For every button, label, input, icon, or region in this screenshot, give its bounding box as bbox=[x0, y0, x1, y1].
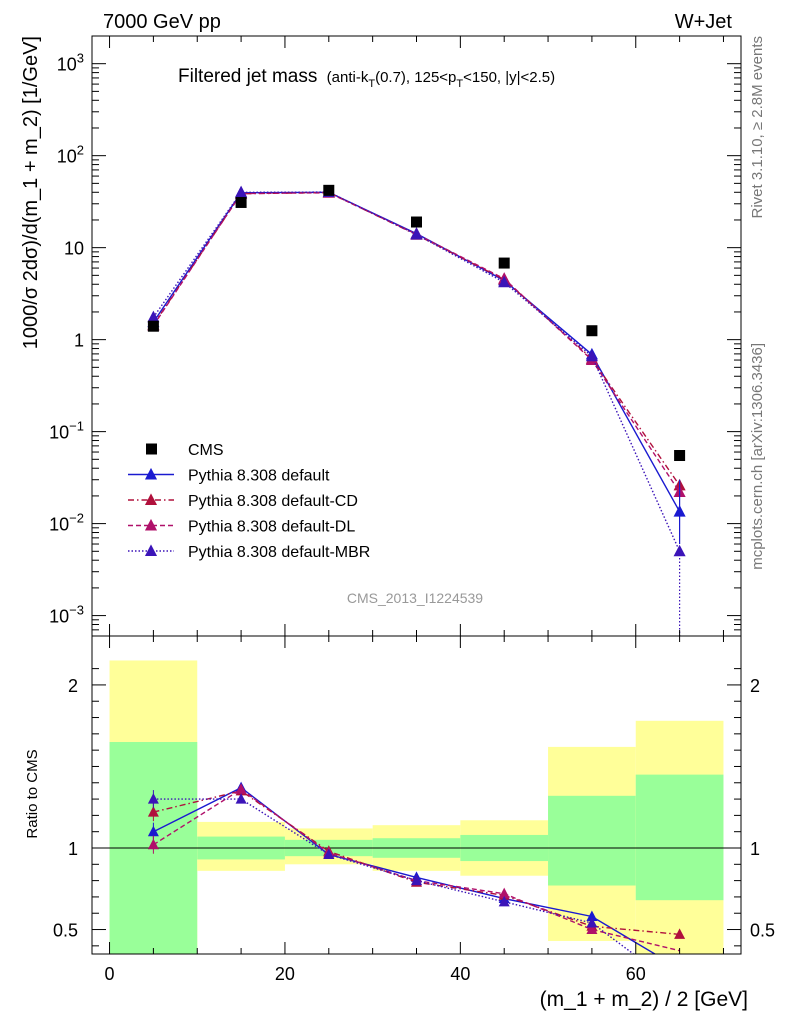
ratio-series-3-point-3 bbox=[411, 874, 422, 886]
y-tick-label-1000: 103 bbox=[57, 51, 84, 75]
x-tick-label-40: 40 bbox=[450, 964, 470, 984]
main-plot-content bbox=[147, 184, 686, 636]
band-green-6 bbox=[635, 774, 724, 901]
ratio-plot-content bbox=[147, 781, 686, 954]
y-tick-label-10: 10 bbox=[64, 239, 84, 259]
ratio-tick-label-left-1: 1 bbox=[68, 839, 78, 859]
legend-marker-cms bbox=[146, 443, 157, 455]
y-tick-base: 10 bbox=[49, 423, 69, 443]
rivet-version-label: Rivet 3.1.10, ≥ 2.8M events bbox=[749, 36, 766, 219]
y-tick-label-0.01: 10−2 bbox=[49, 511, 84, 535]
title-cut-sub-1: T bbox=[368, 78, 375, 90]
y-tick-exponent: 2 bbox=[77, 143, 84, 158]
legend-marker-1 bbox=[144, 493, 158, 505]
y-tick-label-1: 1 bbox=[74, 331, 84, 351]
data-point-2 bbox=[323, 184, 335, 196]
data-point-5 bbox=[586, 325, 598, 337]
analysis-label: CMS_2013_I1224539 bbox=[347, 590, 483, 606]
legend-label-0: Pythia 8.308 default bbox=[188, 468, 330, 485]
x-axis-label: (m_1 + m_2) / 2 [GeV] bbox=[540, 988, 748, 1011]
ratio-x-ticks: 0 20 40 60 bbox=[105, 636, 724, 984]
y-tick-label-100: 102 bbox=[57, 143, 84, 167]
ratio-y-axis-label: Ratio to CMS bbox=[24, 749, 41, 838]
process-label: W+Jet bbox=[675, 11, 733, 33]
legend: CMS Pythia 8.308 default Pythia 8.308 defa… bbox=[128, 442, 370, 561]
y-tick-exponent: −2 bbox=[69, 511, 84, 526]
series-3-point-0 bbox=[147, 310, 160, 323]
series-line-0 bbox=[152, 191, 681, 512]
plot-title: Filtered jet mass (anti-kT(0.7), 125<pT<… bbox=[178, 66, 555, 90]
ratio-tick-label-left-2: 2 bbox=[68, 676, 78, 696]
collision-label: 7000 GeV pp bbox=[103, 11, 221, 33]
x-tick-label-60: 60 bbox=[626, 964, 646, 984]
legend-label-cms: CMS bbox=[188, 442, 224, 459]
ratio-tick-label-right-0.5: 0.5 bbox=[750, 921, 775, 941]
ratio-series-3-point-2 bbox=[323, 848, 335, 860]
series-3-point-4 bbox=[498, 275, 511, 288]
ratio-series-2-point-1 bbox=[235, 783, 247, 794]
x-tick-label-20: 20 bbox=[275, 964, 295, 984]
series-3-point-5 bbox=[585, 349, 598, 362]
legend-label-2: Pythia 8.308 default-DL bbox=[188, 519, 355, 536]
ratio-series-1-point-6 bbox=[674, 928, 686, 939]
ratio-tick-label-right-2: 2 bbox=[750, 676, 760, 696]
data-point-3 bbox=[411, 216, 422, 228]
ratio-tick-label-right-1: 1 bbox=[750, 839, 760, 859]
y-tick-base: 10 bbox=[49, 607, 69, 627]
data-point-0 bbox=[147, 320, 159, 332]
series-3-point-6 bbox=[673, 544, 686, 557]
legend-marker-2 bbox=[144, 518, 158, 531]
mcplots-label: mcplots.cern.ch [arXiv:1306.3436] bbox=[749, 343, 766, 570]
y-tick-exponent: −1 bbox=[69, 419, 84, 434]
y-tick-base: 10 bbox=[57, 147, 77, 167]
title-cut-1: (anti-k bbox=[327, 69, 369, 86]
title-cut-3: <150, |y|<2.5) bbox=[463, 69, 555, 86]
legend-marker-0 bbox=[144, 467, 158, 480]
title-cut-2: (0.7), 125<p bbox=[375, 69, 456, 86]
ratio-series-2-point-5 bbox=[586, 923, 598, 935]
y-tick-base: 10 bbox=[57, 55, 77, 75]
band-green-5 bbox=[548, 795, 636, 886]
title-main: Filtered jet mass bbox=[178, 66, 317, 87]
ratio-tick-label-left-0.5: 0.5 bbox=[53, 921, 78, 941]
ratio-series-0-point-5 bbox=[586, 910, 598, 921]
ratio-series-3-point-1 bbox=[235, 793, 247, 804]
y-tick-label-0.001: 10−3 bbox=[49, 603, 84, 627]
series-3-point-3 bbox=[410, 227, 423, 240]
title-cut-sub-2: T bbox=[456, 78, 463, 90]
data-point-1 bbox=[235, 196, 247, 208]
x-tick-label-0: 0 bbox=[105, 964, 115, 984]
legend-label-3: Pythia 8.308 default-MBR bbox=[188, 544, 370, 561]
ratio-series-3-point-4 bbox=[498, 895, 510, 907]
y-tick-exponent: −3 bbox=[69, 603, 84, 618]
y-tick-label-0.1: 10−1 bbox=[49, 419, 84, 443]
y-tick-exponent: 3 bbox=[77, 51, 84, 66]
main-x-ticks bbox=[109, 36, 724, 636]
y-axis-label: 1000/σ 2dσ)/d(m_1 + m_2) [1/GeV] bbox=[20, 36, 42, 349]
ratio-uncertainty-bands bbox=[92, 660, 741, 954]
data-point-4 bbox=[498, 257, 510, 269]
data-point-6 bbox=[674, 450, 686, 462]
legend-marker-3 bbox=[144, 544, 158, 556]
legend-label-1: Pythia 8.308 default-CD bbox=[188, 493, 358, 510]
series-3-point-1 bbox=[235, 185, 248, 198]
ratio-series-3-point-5 bbox=[586, 917, 598, 928]
ratio-series-2-point-4 bbox=[498, 887, 510, 899]
ratio-y-ticks: 0.5 0.5 1 1 2 2 bbox=[53, 668, 775, 947]
ratio-panel: 0 20 40 60 0.5 0.5 1 1 2 2 Ratio to CMS (m_1 + m… bbox=[24, 635, 775, 1011]
y-tick-base: 10 bbox=[49, 515, 69, 535]
